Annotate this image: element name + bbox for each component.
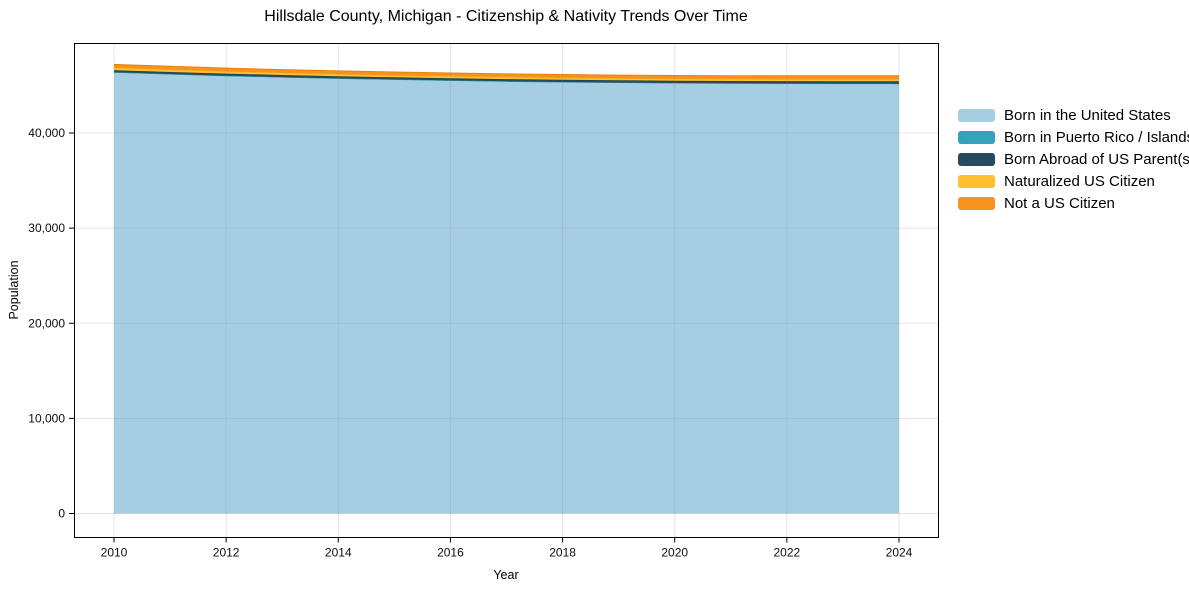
chart-title: Hillsdale County, Michigan - Citizenship…	[264, 8, 748, 25]
area-3	[114, 67, 899, 82]
plot-border	[74, 43, 939, 538]
y-tick-label: 20,000	[28, 316, 65, 330]
legend-swatch	[958, 131, 995, 144]
x-tick-label: 2022	[774, 546, 801, 560]
x-tick-label: 2010	[101, 546, 128, 560]
legend-label: Born in Puerto Rico / Islands	[1004, 129, 1189, 146]
legend-item: Born in Puerto Rico / Islands	[958, 129, 1189, 146]
area-2	[114, 70, 899, 84]
legend-item: Naturalized US Citizen	[958, 173, 1189, 190]
y-tick-label: 40,000	[28, 126, 65, 140]
legend-swatch	[958, 153, 995, 166]
legend-item: Born Abroad of US Parent(s)	[958, 151, 1189, 168]
legend-item: Not a US Citizen	[958, 195, 1189, 212]
legend-label: Born in the United States	[1004, 107, 1171, 124]
area-edge-4	[113, 63, 900, 77]
legend-swatch	[958, 197, 995, 210]
legend-label: Not a US Citizen	[1004, 195, 1115, 212]
legend-item: Born in the United States	[958, 107, 1189, 124]
area-4	[114, 64, 899, 80]
legend-label: Naturalized US Citizen	[1004, 173, 1155, 190]
chart-legend: Born in the United States Born in Puerto …	[958, 107, 1189, 219]
x-tick-label: 2024	[886, 546, 913, 560]
y-tick-label: 10,000	[28, 411, 65, 425]
x-tick-label: 2020	[661, 546, 688, 560]
x-tick-label: 2012	[213, 546, 240, 560]
y-tick-label: 30,000	[28, 221, 65, 235]
x-axis-label: Year	[493, 568, 519, 582]
x-tick-label: 2014	[325, 546, 352, 560]
legend-label: Born Abroad of US Parent(s)	[1004, 151, 1189, 168]
x-tick-label: 2016	[437, 546, 464, 560]
legend-swatch	[958, 175, 995, 188]
area-0	[114, 72, 899, 514]
y-tick-label: 0	[58, 507, 65, 521]
x-tick-label: 2018	[549, 546, 576, 560]
legend-swatch	[958, 109, 995, 122]
